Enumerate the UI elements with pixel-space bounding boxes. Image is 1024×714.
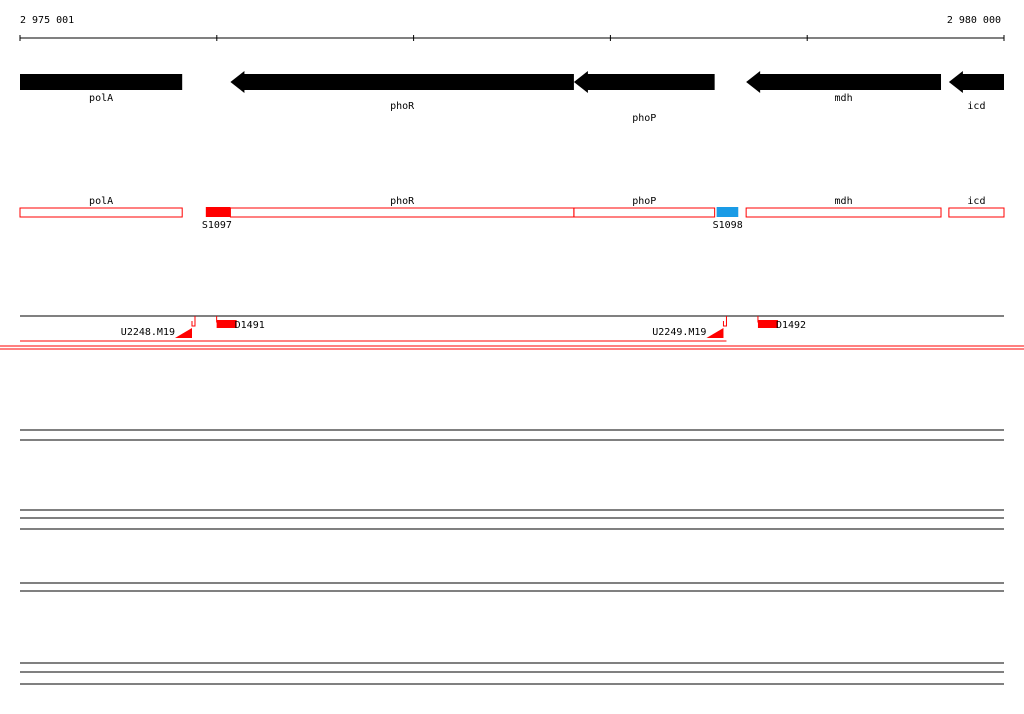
primer-stem-U2249.M19 xyxy=(722,316,727,327)
gene-box-mdh xyxy=(745,207,942,218)
gene-box-phoP xyxy=(573,207,716,218)
feature-S1097 xyxy=(205,207,231,217)
gene-arrow-label-icd: icd xyxy=(967,101,985,112)
coverage-profile-panel xyxy=(20,429,1004,530)
gene-box-label-icd: icd xyxy=(967,196,985,207)
primer-label-D1492: D1492 xyxy=(776,320,806,331)
gene-arrow-label-phoR: phoR xyxy=(390,101,415,112)
gene-arrow-polA xyxy=(20,74,183,90)
gene-arrow-mdh xyxy=(746,71,942,93)
gene-box-icd xyxy=(948,207,1005,218)
ruler-start-label: 2 975 001 xyxy=(20,15,74,26)
gene-arrow-label-polA: polA xyxy=(89,93,113,104)
primer-wedge-U2249.M19 xyxy=(706,328,724,338)
primer-label-U2249.M19: U2249.M19 xyxy=(652,327,706,338)
gene-box-phoR xyxy=(229,207,575,218)
ruler-end-label: 2 980 000 xyxy=(947,15,1001,26)
gene-arrow-label-mdh: mdh xyxy=(835,93,853,104)
gene-box-label-polA: polA xyxy=(89,196,113,207)
gene-arrow-phoP xyxy=(573,71,715,93)
gene-box-label-mdh: mdh xyxy=(835,196,853,207)
primer-label-D1491: D1491 xyxy=(235,320,265,331)
primer-box-D1491 xyxy=(216,320,237,328)
gene-arrow-phoR xyxy=(230,71,574,93)
primer-track: U2248.M19 D1491 U2249.M19 D1492 xyxy=(0,315,1024,350)
feature-label-S1098: S1098 xyxy=(713,220,743,231)
coordinate-ruler: 2 975 001 2 980 000 xyxy=(19,15,1005,41)
gene-arrow-track: polA phoR phoP mdh icd xyxy=(20,71,1004,124)
primer-wedge-U2248.M19 xyxy=(174,328,192,338)
gene-box-label-phoP: phoP xyxy=(632,196,656,207)
gene-arrow-icd xyxy=(948,71,1004,93)
feature-S1098 xyxy=(716,207,739,217)
ruler-ticks xyxy=(19,35,1005,41)
gene-box-polA xyxy=(19,207,183,218)
primer-stem-U2248.M19 xyxy=(191,316,196,327)
coverage-profile-panel-summary xyxy=(20,582,1004,685)
gene-arrow-label-phoP: phoP xyxy=(632,113,656,124)
primer-box-D1492 xyxy=(757,320,778,328)
gene-box-label-phoR: phoR xyxy=(390,196,415,207)
primer-label-U2248.M19: U2248.M19 xyxy=(121,327,175,338)
feature-label-S1097: S1097 xyxy=(202,220,232,231)
gene-box-track: polA phoR phoP mdh icd S1097 S1098 xyxy=(19,196,1005,231)
